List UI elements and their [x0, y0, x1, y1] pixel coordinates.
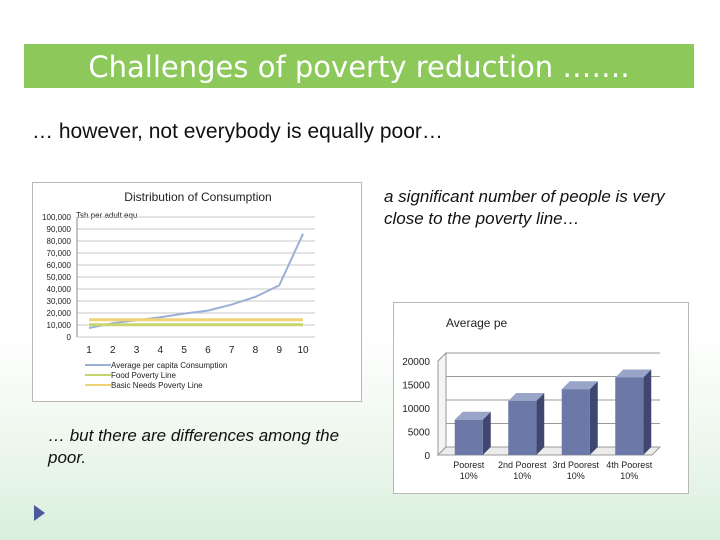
- average-consumption-chart-svg: Average pe 0 5000 10000 15000 20000 Poorest 10%…: [402, 316, 662, 481]
- average-y-tick-label: 0: [424, 451, 430, 462]
- distribution-y-tick-label: 60,000: [47, 261, 72, 270]
- distribution-legend-label: Basic Needs Poverty Line: [111, 381, 203, 390]
- distribution-y-tick-label: 50,000: [47, 273, 72, 282]
- slide-title: Challenges of poverty reduction …….: [24, 44, 694, 88]
- distribution-x-tick-label: 7: [229, 345, 235, 356]
- note-differences-among-poor: … but there are differences among the po…: [48, 426, 340, 467]
- average-y-tick-label: 10000: [402, 404, 430, 415]
- distribution-y-tick-label: 100,000: [42, 213, 71, 222]
- average-y-tick-label: 15000: [402, 381, 430, 392]
- distribution-x-tick-label: 2: [110, 345, 116, 356]
- distribution-y-tick-label: 80,000: [47, 237, 72, 246]
- distribution-chart: Distribution of Consumption Tsh per adult…: [32, 182, 362, 402]
- distribution-x-tick-label: 10: [297, 345, 309, 356]
- average-y-tick-label: 5000: [408, 428, 431, 439]
- average-x-tick-label: 2nd Poorest 10%: [498, 460, 547, 481]
- average-consumption-chart: Average pe 0 5000 10000 15000 20000 Poorest 10%…: [393, 302, 689, 494]
- average-y-tick-label: 20000: [402, 357, 430, 368]
- distribution-x-tick-label: 9: [276, 345, 282, 356]
- distribution-y-tick-label: 10,000: [47, 321, 72, 330]
- average-bar-top: [454, 411, 491, 420]
- average-bar-side: [643, 369, 652, 455]
- average-gridline: [437, 352, 660, 362]
- distribution-y-tick-label: 0: [67, 333, 72, 342]
- average-bar-side: [589, 381, 598, 455]
- distribution-y-tick-label: 30,000: [47, 297, 72, 306]
- distribution-x-tick-label: 4: [158, 345, 164, 356]
- distribution-x-tick-label: 3: [134, 345, 140, 356]
- distribution-y-tick-label: 20,000: [47, 309, 72, 318]
- distribution-chart-svg: Distribution of Consumption Tsh per adult…: [42, 190, 315, 390]
- distribution-series-line: [88, 233, 304, 329]
- average-chart-title: Average pe: [446, 316, 507, 330]
- average-bar-side: [536, 392, 545, 455]
- average-bar-top: [508, 392, 545, 401]
- note-near-poverty-line: a significant number of people is very c…: [384, 187, 665, 228]
- average-bar: [454, 419, 483, 455]
- average-bar: [508, 400, 537, 455]
- distribution-y-tick-label: 70,000: [47, 249, 72, 258]
- average-x-tick-label: 3rd Poorest 10%: [552, 460, 599, 481]
- distribution-y-tick-label: 40,000: [47, 285, 72, 294]
- average-bar: [561, 389, 590, 455]
- distribution-chart-title: Distribution of Consumption: [124, 190, 271, 204]
- distribution-y-tick-label: 90,000: [47, 225, 72, 234]
- average-back-wall: [437, 351, 447, 457]
- distribution-legend-label: Food Poverty Line: [111, 371, 176, 380]
- distribution-x-tick-label: 6: [205, 345, 211, 356]
- average-bar: [615, 377, 644, 455]
- average-bar-side: [482, 411, 491, 455]
- distribution-x-tick-label: 5: [181, 345, 187, 356]
- play-arrow-icon[interactable]: [34, 505, 45, 521]
- average-x-tick-label: Poorest 10%: [453, 460, 485, 481]
- distribution-x-tick-label: 8: [253, 345, 259, 356]
- distribution-y-axis-label: Tsh per adult equ: [76, 211, 137, 220]
- average-bar-top: [561, 381, 598, 390]
- distribution-legend-label: Average per capita Consumption: [111, 361, 227, 370]
- distribution-x-tick-label: 1: [86, 345, 92, 356]
- slide-subtitle: … however, not everybody is equally poor…: [32, 120, 443, 143]
- average-bar-top: [615, 369, 652, 378]
- average-x-tick-label: 4th Poorest 10%: [606, 460, 653, 481]
